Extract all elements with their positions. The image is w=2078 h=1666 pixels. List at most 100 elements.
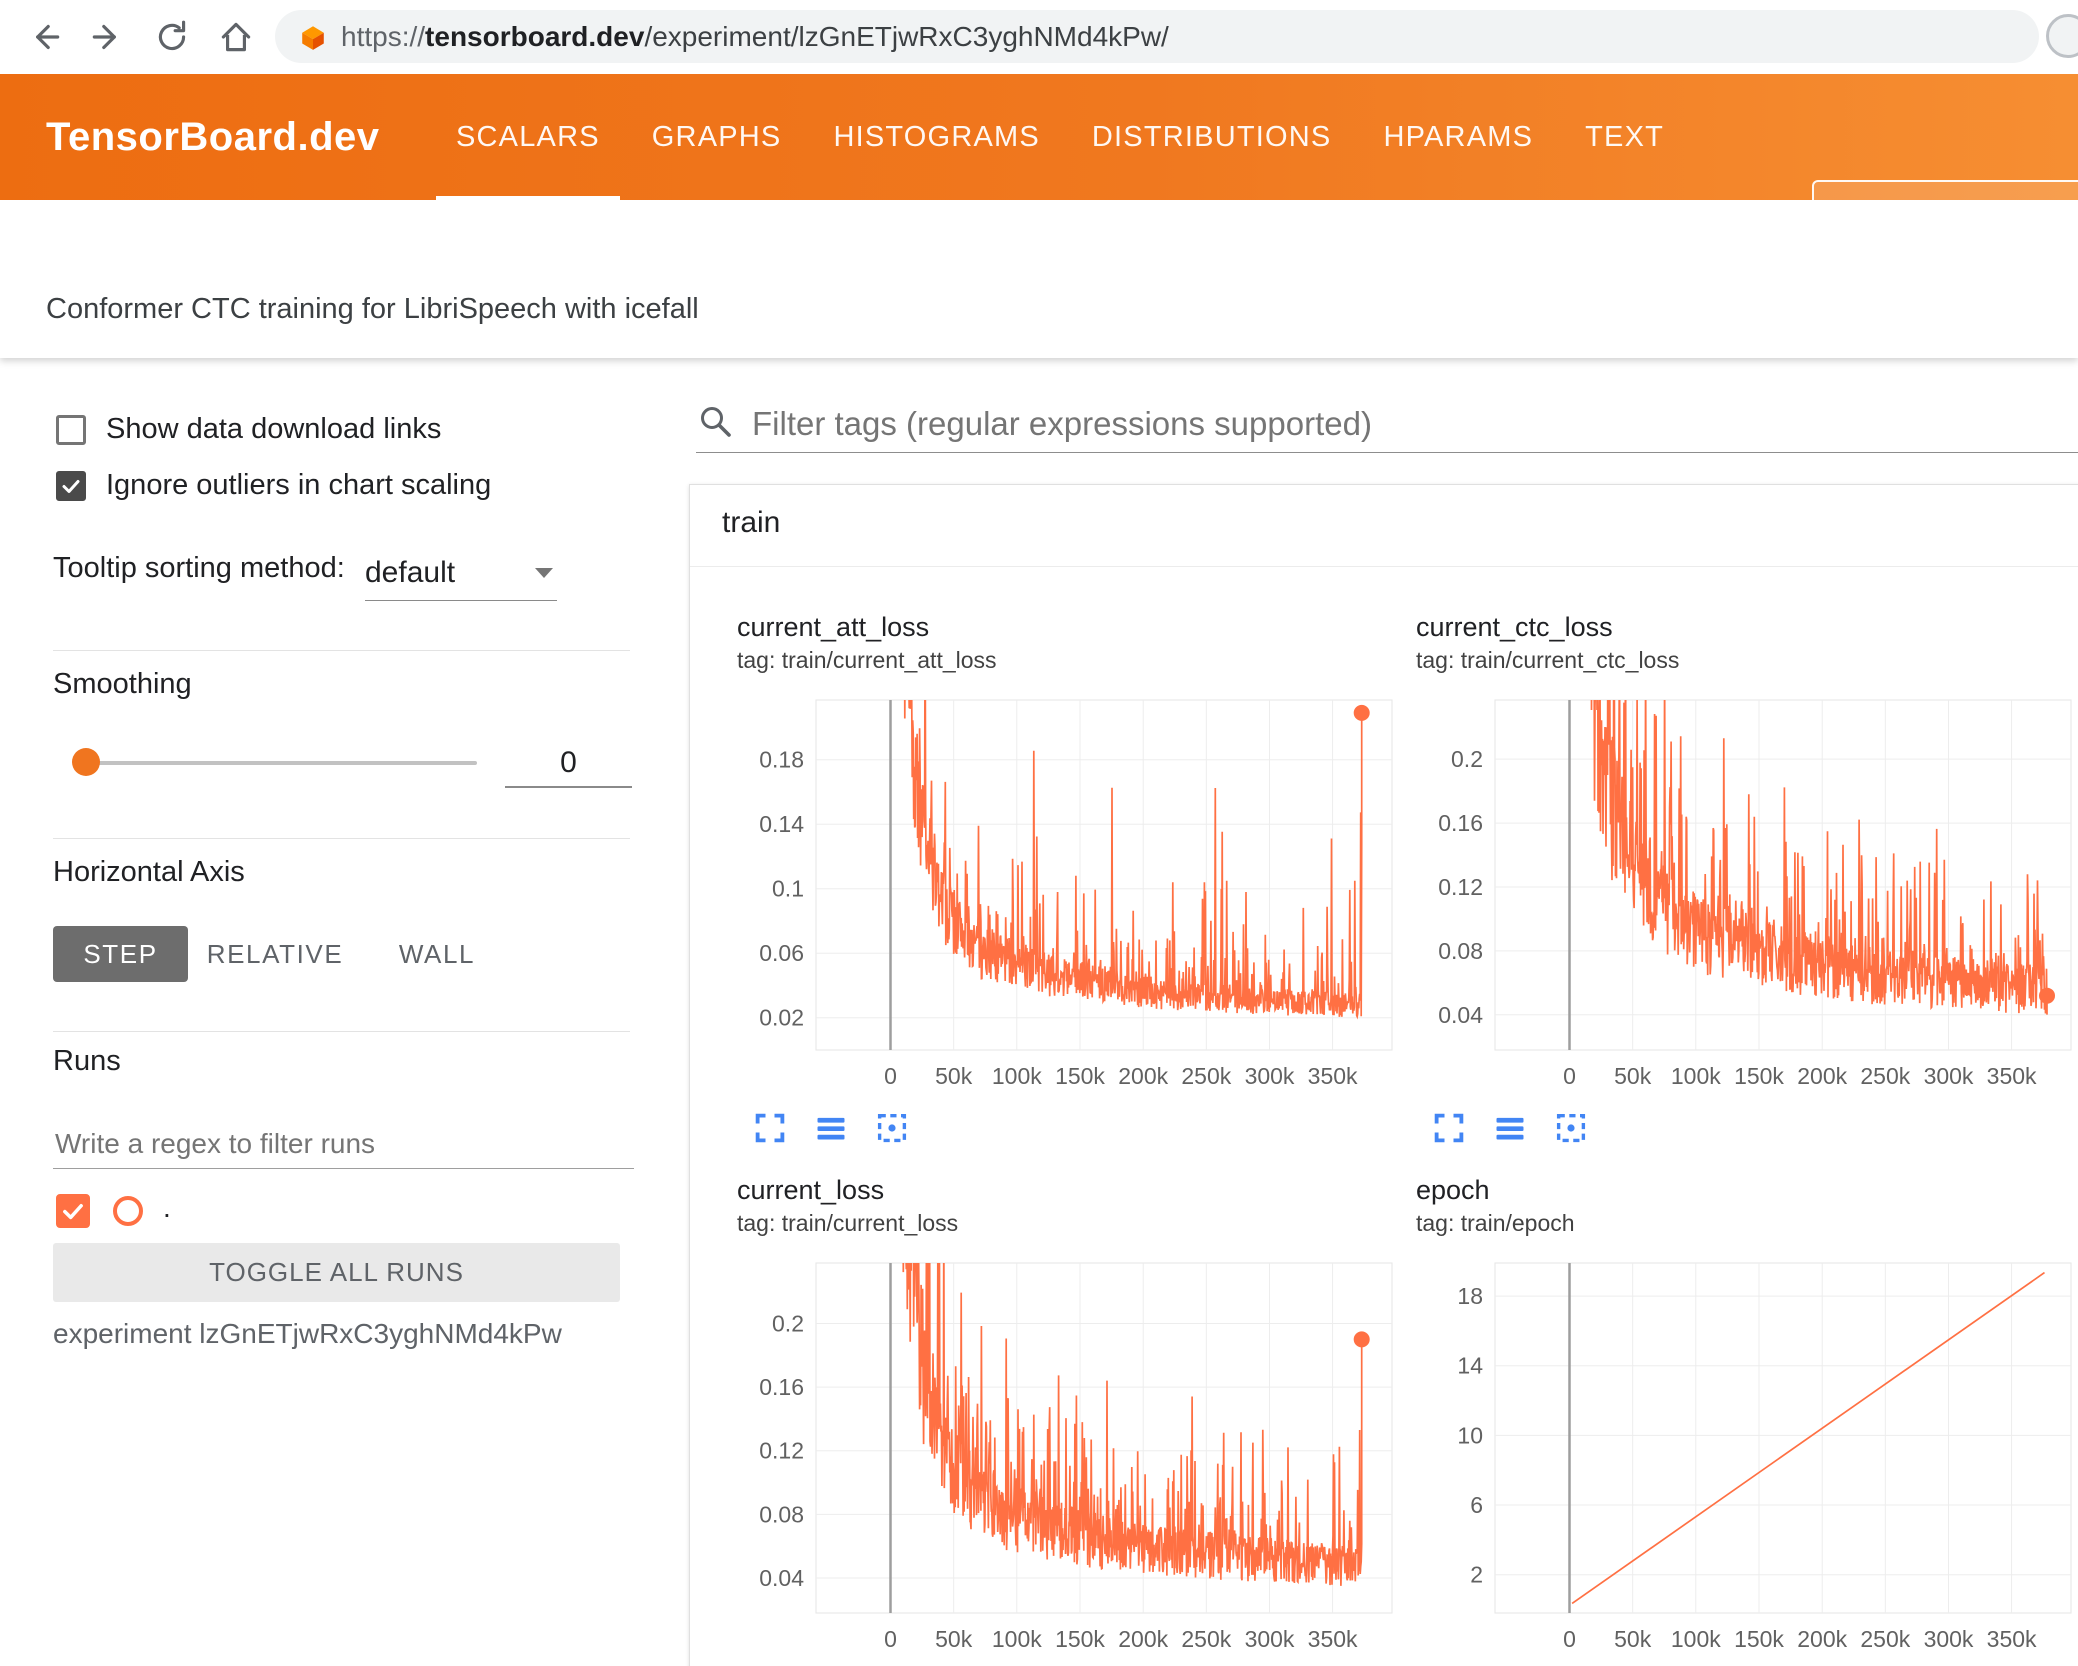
data-table-icon[interactable] <box>1492 1110 1528 1146</box>
svg-text:50k: 50k <box>935 1063 973 1089</box>
chart-toolbar-current_att_loss <box>752 1110 910 1146</box>
chart-current_ctc_loss: current_ctc_loss tag: train/current_ctc_l… <box>1395 612 2078 1152</box>
svg-text:0.12: 0.12 <box>759 1438 804 1464</box>
svg-text:350k: 350k <box>1308 1626 1358 1652</box>
svg-text:150k: 150k <box>1734 1063 1784 1089</box>
chart-plot-current_att_loss[interactable]: 0.18 0.14 0.1 0.06 0.02 0 50k 100k 150k 200k 250k 3… <box>716 692 1406 1137</box>
svg-text:200k: 200k <box>1118 1063 1168 1089</box>
run-checkbox[interactable] <box>56 1194 90 1228</box>
svg-text:100k: 100k <box>992 1063 1042 1089</box>
svg-text:0.16: 0.16 <box>759 1374 804 1400</box>
divider <box>53 650 630 651</box>
chart-title: current_att_loss <box>737 612 930 642</box>
svg-text:0.02: 0.02 <box>759 1005 804 1031</box>
chart-plot-current_loss[interactable]: 0.2 0.16 0.12 0.08 0.04 0 50k 100k 150k 200k 250k 3… <box>716 1255 1406 1666</box>
axis-wall-button[interactable]: WALL <box>398 938 476 969</box>
chart-title: epoch <box>1416 1175 1490 1205</box>
svg-text:50k: 50k <box>1614 1063 1652 1089</box>
app-header: TensorBoard.dev SCALARS GRAPHS HISTOGRAMS D… <box>0 74 2078 242</box>
svg-text:18: 18 <box>1457 1283 1483 1309</box>
runs-filter-input[interactable] <box>53 1120 634 1169</box>
send-feedback-button[interactable]: SEND FEEDBACK <box>1812 180 2078 242</box>
run-name: . <box>163 1192 171 1223</box>
toggle-all-runs-button[interactable]: TOGGLE ALL RUNS <box>53 1243 620 1302</box>
chart-epoch: epoch tag: train/epoch 18 14 10 6 2 0 50k 100k 150… <box>1395 1175 2078 1666</box>
runs-label: Runs <box>53 1045 121 1077</box>
section-title: train <box>722 506 781 539</box>
svg-text:50k: 50k <box>935 1626 973 1652</box>
experiment-title: Conformer CTC training for LibriSpeech w… <box>46 293 699 325</box>
back-icon[interactable] <box>24 17 64 57</box>
fullscreen-icon[interactable] <box>1431 1110 1467 1146</box>
svg-text:350k: 350k <box>1987 1063 2037 1089</box>
svg-text:300k: 300k <box>1924 1626 1974 1652</box>
svg-text:150k: 150k <box>1734 1626 1784 1652</box>
svg-text:6: 6 <box>1470 1492 1483 1518</box>
filter-tags-input[interactable] <box>750 400 2034 448</box>
subheader <box>0 200 2078 358</box>
chart-current_loss: current_loss tag: train/current_loss 0.2 0.… <box>716 1175 1411 1666</box>
tab-histograms[interactable]: HISTOGRAMS <box>833 120 1040 153</box>
tab-graphs[interactable]: GRAPHS <box>651 120 782 153</box>
svg-text:50k: 50k <box>1614 1626 1652 1652</box>
svg-text:200k: 200k <box>1118 1626 1168 1652</box>
avatar[interactable] <box>2046 14 2078 58</box>
home-icon[interactable] <box>216 17 256 57</box>
svg-text:200k: 200k <box>1797 1063 1847 1089</box>
svg-text:0.14: 0.14 <box>759 811 804 837</box>
url-host: tensorboard.dev <box>425 20 645 52</box>
data-table-icon[interactable] <box>813 1110 849 1146</box>
smoothing-value[interactable]: 0 <box>505 740 632 788</box>
fullscreen-icon[interactable] <box>752 1110 788 1146</box>
chart-toolbar-current_ctc_loss <box>1431 1110 1589 1146</box>
forward-icon[interactable] <box>88 17 128 57</box>
svg-text:250k: 250k <box>1181 1626 1231 1652</box>
svg-text:100k: 100k <box>992 1626 1042 1652</box>
horizontal-axis-label: Horizontal Axis <box>53 856 245 888</box>
search-icon <box>698 404 734 440</box>
experiment-id-label: experiment lzGnETjwRxC3yghNMd4kPw <box>53 1318 562 1349</box>
tab-text[interactable]: TEXT <box>1585 120 1665 153</box>
svg-text:0.18: 0.18 <box>759 747 804 773</box>
fit-domain-icon[interactable] <box>874 1110 910 1146</box>
chart-plot-current_ctc_loss[interactable]: 0.2 0.16 0.12 0.08 0.04 0 50k 100k 150k 200k 250k 3… <box>1395 692 2078 1137</box>
svg-text:0.12: 0.12 <box>1438 874 1483 900</box>
reload-icon[interactable] <box>152 17 192 57</box>
svg-text:250k: 250k <box>1860 1626 1910 1652</box>
run-color-swatch[interactable] <box>113 1196 143 1226</box>
divider <box>53 838 630 839</box>
svg-text:14: 14 <box>1457 1353 1483 1379</box>
svg-text:0.04: 0.04 <box>759 1565 804 1591</box>
svg-text:300k: 300k <box>1245 1626 1295 1652</box>
chart-plot-epoch[interactable]: 18 14 10 6 2 0 50k 100k 150k 200k 250k 300k 350k <box>1395 1255 2078 1666</box>
show-download-checkbox[interactable] <box>56 415 86 445</box>
ignore-outliers-checkbox[interactable] <box>56 471 86 501</box>
smoothing-slider-thumb[interactable] <box>72 748 100 776</box>
svg-text:0.2: 0.2 <box>1451 746 1483 772</box>
svg-text:10: 10 <box>1457 1422 1483 1448</box>
url-bar[interactable]: https://tensorboard.dev/experiment/lzGnE… <box>275 10 2039 63</box>
chart-tag: tag: train/current_ctc_loss <box>1416 647 1680 673</box>
tooltip-sorting-value: default <box>365 555 456 589</box>
svg-text:350k: 350k <box>1308 1063 1358 1089</box>
chart-tag: tag: train/current_loss <box>737 1210 959 1236</box>
tab-hparams[interactable]: HPARAMS <box>1383 120 1534 153</box>
axis-relative-button[interactable]: RELATIVE <box>206 938 344 969</box>
svg-text:200k: 200k <box>1797 1626 1847 1652</box>
svg-text:350k: 350k <box>1987 1626 2037 1652</box>
tab-scalars[interactable]: SCALARS <box>430 74 626 200</box>
smoothing-slider[interactable] <box>86 761 477 765</box>
svg-text:0: 0 <box>884 1063 897 1089</box>
tab-distributions[interactable]: DISTRIBUTIONS <box>1091 120 1332 153</box>
axis-step-button[interactable]: STEP <box>53 926 188 982</box>
svg-text:0.04: 0.04 <box>1438 1002 1483 1028</box>
ignore-outliers-label: Ignore outliers in chart scaling <box>106 469 492 501</box>
divider <box>53 1031 630 1032</box>
url-scheme: https:// <box>341 20 426 52</box>
show-download-label: Show data download links <box>106 413 442 445</box>
fit-domain-icon[interactable] <box>1553 1110 1589 1146</box>
tooltip-sorting-select[interactable]: default <box>365 545 557 601</box>
svg-text:250k: 250k <box>1860 1063 1910 1089</box>
url-text: https://tensorboard.dev/experiment/lzGnE… <box>341 21 1169 53</box>
